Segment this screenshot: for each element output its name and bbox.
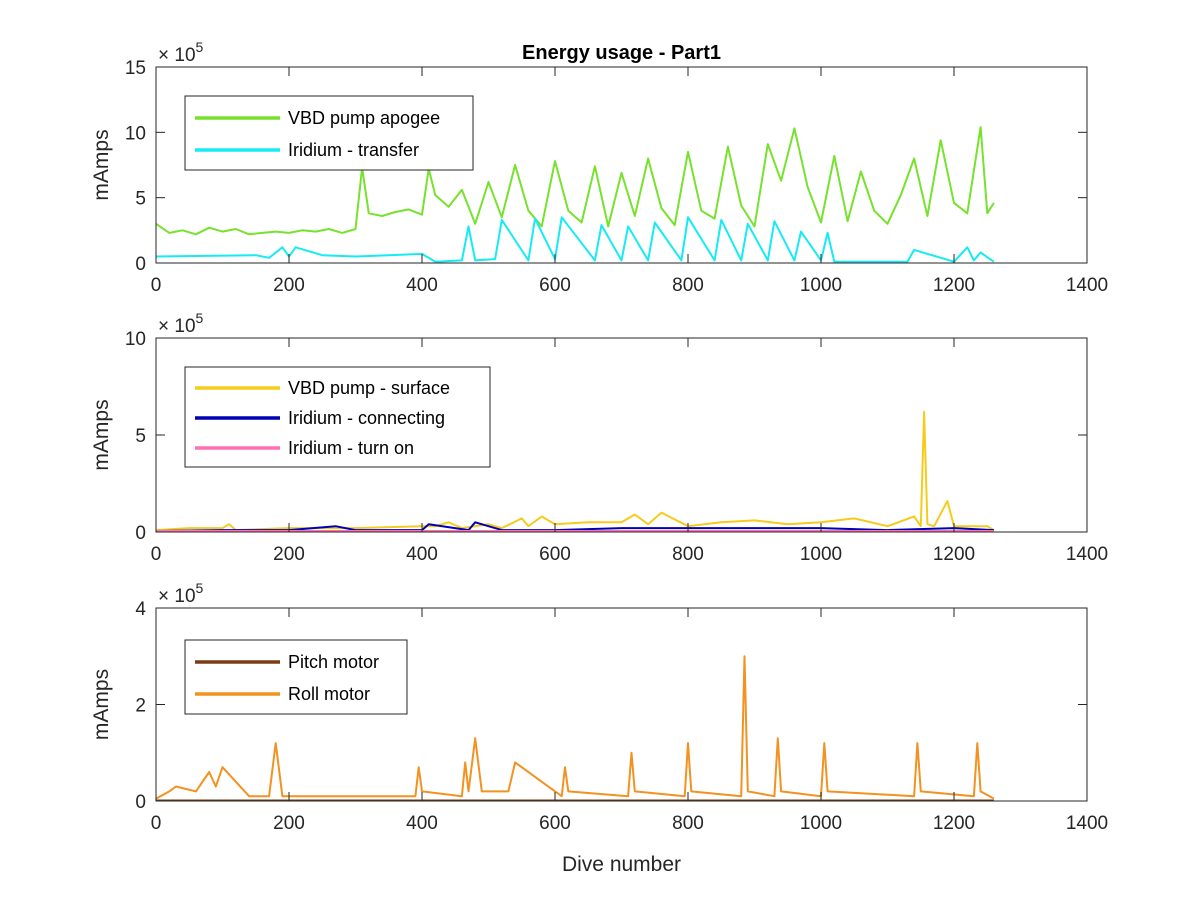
x-tick-label: 1200 (933, 813, 975, 834)
axes-box (155, 66, 1088, 264)
series-group (156, 126, 995, 263)
x-tick-label: 1200 (933, 275, 975, 296)
x-tick-label: 800 (672, 813, 704, 834)
y-tick-label: 0 (135, 523, 146, 544)
legend-entry: Roll motor (288, 684, 370, 704)
x-axis-label: Dive number (562, 853, 681, 876)
y-tick-label: 2 (135, 696, 146, 717)
x-tick-label: 400 (406, 544, 438, 565)
legend-entry: Iridium - transfer (288, 140, 419, 160)
x-tick-label: 800 (672, 275, 704, 296)
y-tick-label: 15 (125, 58, 146, 79)
legend: VBD pump - surface Iridium - connecting Ir… (184, 366, 491, 468)
y-tick-label: 4 (135, 599, 146, 620)
legend-entry: Pitch motor (288, 652, 379, 672)
x-tick-label: 200 (273, 275, 305, 296)
x-tick-label: 1000 (800, 275, 842, 296)
x-tick-label: 600 (539, 544, 571, 565)
legend-entry: VBD pump apogee (288, 108, 440, 128)
legend-entry: Iridium - turn on (288, 438, 414, 458)
y-multiplier: × 105 (158, 310, 204, 337)
y-tick-label: 5 (135, 426, 146, 447)
panel-3: 0 200 400 600 800 1000 1200 1400 0 2 4 × 105 mAmps Di… (90, 580, 1108, 876)
series-line-iridium-connecting (156, 521, 994, 532)
y-multiplier: × 105 (158, 39, 204, 66)
x-tick-label: 1400 (1066, 275, 1108, 296)
legend-entry: VBD pump - surface (288, 378, 450, 398)
x-tick-label: 1000 (800, 544, 842, 565)
x-tick-label: 0 (151, 544, 162, 565)
y-axis-label: mAmps (90, 669, 113, 740)
series-group (156, 410, 995, 532)
panel-1: 0 200 400 600 800 1000 1200 1400 0 5 10 15 × 105 mAmp… (90, 39, 1108, 296)
legend-entry: Iridium - connecting (288, 408, 445, 428)
series-line-vbd-pump-surface (156, 410, 995, 532)
panel-2: 0 200 400 600 800 1000 1200 1400 0 5 10 × 105 mAmps V… (90, 310, 1108, 565)
series-line-iridium-transfer (156, 216, 995, 263)
x-tick-label: 400 (406, 813, 438, 834)
y-tick-label: 10 (125, 123, 146, 144)
x-tick-label: 200 (273, 813, 305, 834)
y-multiplier: × 105 (158, 580, 204, 607)
x-tick-label: 1400 (1066, 813, 1108, 834)
x-tick-label: 1400 (1066, 544, 1108, 565)
legend-box (184, 639, 408, 715)
series-line-vbd-pump-apogee (156, 126, 995, 236)
chart-title: Energy usage - Part1 (522, 42, 721, 64)
legend-box (184, 95, 474, 171)
x-tick-label: 400 (406, 275, 438, 296)
y-tick-label: 5 (135, 189, 146, 210)
x-tick-label: 200 (273, 544, 305, 565)
legend: VBD pump apogee Iridium - transfer (184, 95, 474, 171)
x-tick-label: 1000 (800, 813, 842, 834)
y-axis-label: mAmps (90, 399, 113, 470)
x-tick-label: 600 (539, 813, 571, 834)
x-tick-label: 600 (539, 275, 571, 296)
y-tick-label: 10 (125, 329, 146, 350)
x-tick-label: 0 (151, 275, 162, 296)
legend: Pitch motor Roll motor (184, 639, 408, 715)
x-tick-label: 1200 (933, 544, 975, 565)
y-axis-label: mAmps (90, 129, 113, 200)
series-line-roll-motor (156, 655, 995, 800)
x-tick-label: 0 (151, 813, 162, 834)
y-tick-label: 0 (135, 254, 146, 275)
y-tick-label: 0 (135, 792, 146, 813)
x-tick-label: 800 (672, 544, 704, 565)
